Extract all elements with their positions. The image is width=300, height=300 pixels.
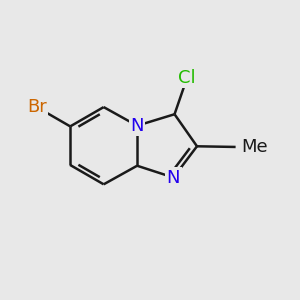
Text: N: N [130,117,144,135]
Text: Cl: Cl [178,69,196,87]
Text: N: N [167,169,180,187]
Text: Me: Me [241,138,268,156]
Text: Br: Br [27,98,46,116]
